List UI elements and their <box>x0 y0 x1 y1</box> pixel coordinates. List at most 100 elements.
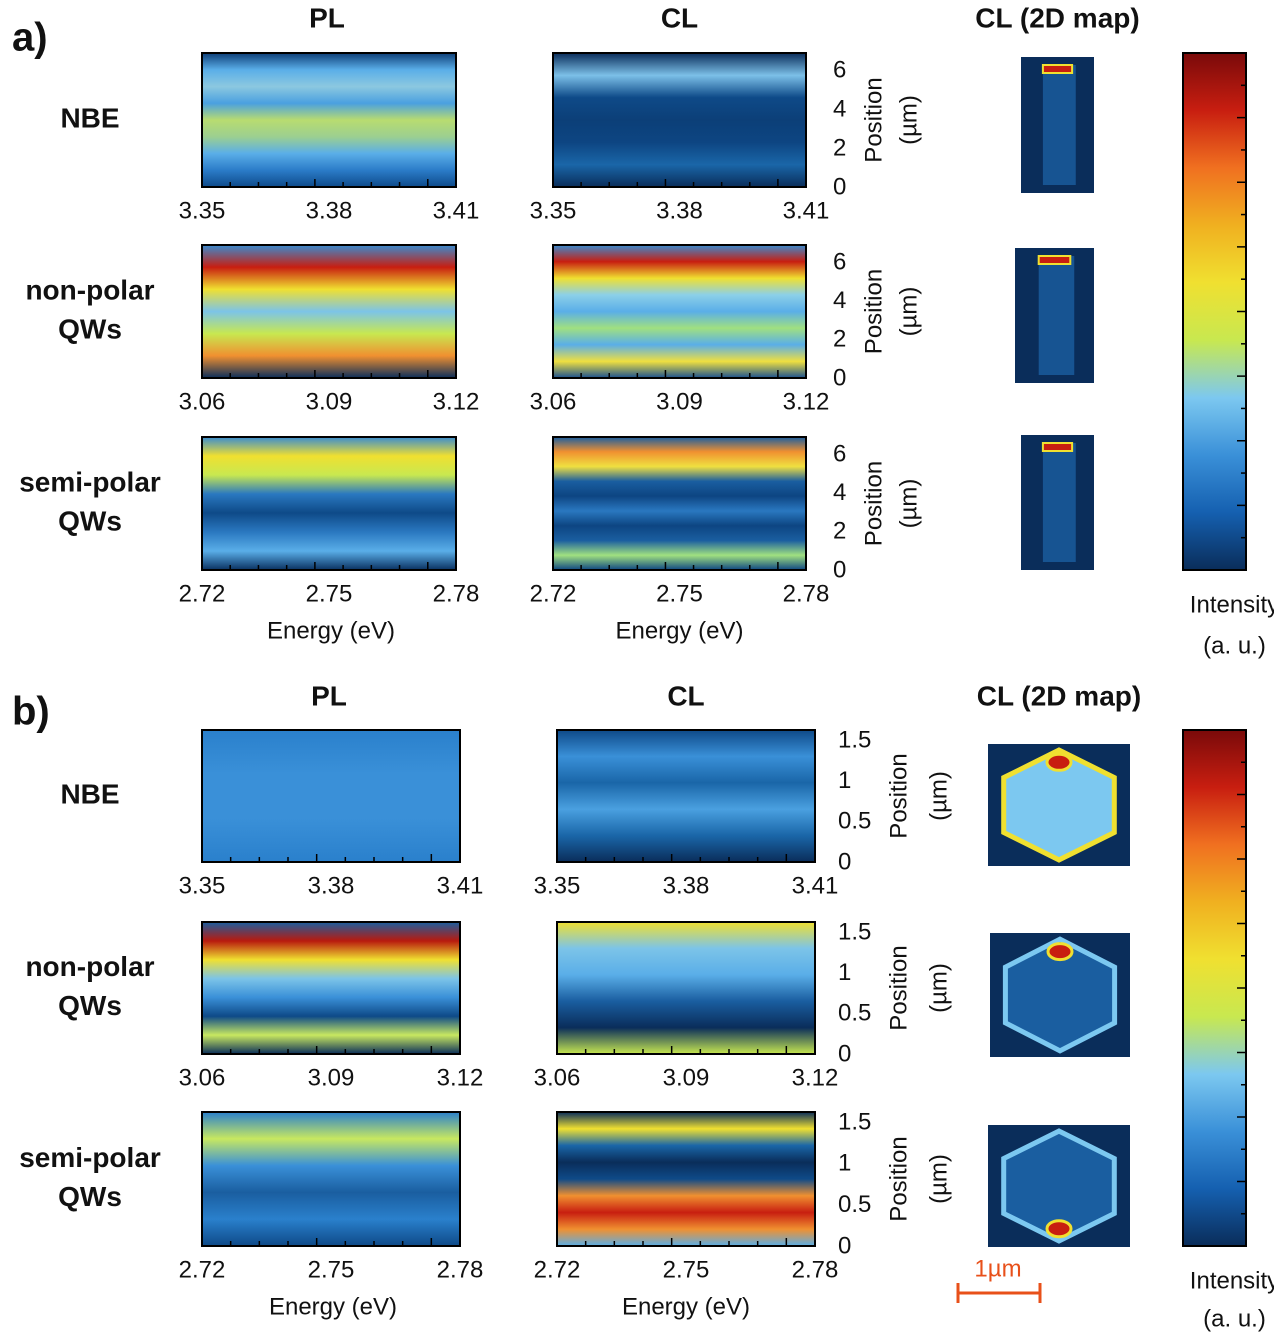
energy-tick-label: 2.78 <box>783 580 830 607</box>
energy-tick-label: 3.35 <box>179 197 226 224</box>
position-tick-label: 0.5 <box>838 1191 871 1218</box>
scale-bar-label: 1µm <box>974 1255 1021 1282</box>
colorbar <box>1183 730 1246 1246</box>
energy-tick-label: 2.72 <box>534 1256 581 1283</box>
position-tick-label: 1 <box>838 959 851 986</box>
map-feature <box>1043 65 1072 73</box>
position-axis-label: Position <box>885 753 912 838</box>
position-tick-label: 1.5 <box>838 1108 871 1135</box>
pl-image <box>202 245 456 378</box>
energy-tick-label: 3.09 <box>656 388 703 415</box>
map-feature <box>1039 256 1075 375</box>
energy-axis-label: Energy (eV) <box>267 617 395 644</box>
column-title: PL <box>311 680 347 711</box>
position-tick-label: 4 <box>833 95 846 122</box>
energy-tick-label: 3.38 <box>656 197 703 224</box>
panel-label: b) <box>12 690 50 734</box>
energy-tick-label: 2.72 <box>530 580 577 607</box>
position-tick-label: 4 <box>833 479 846 506</box>
energy-tick-label: 3.06 <box>530 388 577 415</box>
position-tick-label: 0 <box>833 364 846 391</box>
pl-image <box>202 1112 460 1246</box>
energy-tick-label: 3.12 <box>792 1064 839 1091</box>
energy-tick-label: 3.09 <box>306 388 353 415</box>
energy-axis-label: Energy (eV) <box>615 617 743 644</box>
energy-tick-label: 3.41 <box>792 872 839 899</box>
position-axis-label: Position <box>885 1136 912 1221</box>
position-axis-label: Position <box>885 945 912 1030</box>
column-title: CL <box>667 680 704 711</box>
cl-image <box>557 922 815 1054</box>
map-feature <box>1047 754 1071 770</box>
position-tick-label: 1.5 <box>838 918 871 945</box>
cl-image <box>553 437 806 570</box>
energy-tick-label: 2.75 <box>656 580 703 607</box>
map-feature <box>1043 443 1072 451</box>
row-label: QWs <box>58 505 122 536</box>
colorbar-label: (a. u.) <box>1203 632 1266 659</box>
position-tick-label: 1 <box>838 1150 851 1177</box>
position-tick-label: 1 <box>838 767 851 794</box>
row-label: QWs <box>58 990 122 1021</box>
map-feature <box>1043 65 1076 185</box>
energy-tick-label: 3.38 <box>663 872 710 899</box>
energy-tick-label: 2.75 <box>663 1256 710 1283</box>
energy-tick-label: 3.35 <box>534 872 581 899</box>
energy-tick-label: 3.06 <box>179 388 226 415</box>
position-tick-label: 0.5 <box>838 808 871 835</box>
energy-tick-label: 3.12 <box>437 1064 484 1091</box>
position-axis-label: (µm) <box>925 963 952 1013</box>
energy-tick-label: 3.41 <box>437 872 484 899</box>
row-label: non-polar <box>25 951 154 982</box>
pl-image <box>202 53 456 187</box>
energy-tick-label: 3.41 <box>783 197 830 224</box>
energy-tick-label: 3.12 <box>433 388 480 415</box>
position-tick-label: 6 <box>833 248 846 275</box>
energy-tick-label: 2.72 <box>179 1256 226 1283</box>
map-feature <box>1048 944 1072 960</box>
position-axis-label: Position <box>860 461 887 546</box>
colorbar-label: Intensity <box>1190 1267 1274 1294</box>
energy-tick-label: 2.78 <box>437 1256 484 1283</box>
position-tick-label: 0 <box>838 1040 851 1067</box>
position-axis-label: (µm) <box>925 771 952 821</box>
colorbar-label: Intensity <box>1190 591 1274 618</box>
position-tick-label: 2 <box>833 518 846 545</box>
position-tick-label: 0.5 <box>838 1000 871 1027</box>
pl-image <box>202 437 456 570</box>
position-tick-label: 0 <box>838 848 851 875</box>
position-tick-label: 1.5 <box>838 726 871 753</box>
colorbar-label: (a. u.) <box>1203 1305 1266 1332</box>
pl-image <box>202 922 460 1054</box>
energy-tick-label: 3.35 <box>179 872 226 899</box>
row-label: non-polar <box>25 274 154 305</box>
energy-tick-label: 3.38 <box>306 197 353 224</box>
map-feature <box>1047 1221 1071 1237</box>
energy-tick-label: 3.06 <box>534 1064 581 1091</box>
cl-image <box>553 53 806 187</box>
energy-tick-label: 2.72 <box>179 580 226 607</box>
position-axis-label: (µm) <box>925 1154 952 1204</box>
energy-tick-label: 3.06 <box>179 1064 226 1091</box>
position-axis-label: Position <box>860 77 887 162</box>
cl-image <box>557 1112 815 1246</box>
position-tick-label: 4 <box>833 287 846 314</box>
row-label: QWs <box>58 1181 122 1212</box>
position-tick-label: 0 <box>833 556 846 583</box>
energy-tick-label: 3.09 <box>663 1064 710 1091</box>
energy-tick-label: 3.35 <box>530 197 577 224</box>
energy-tick-label: 3.38 <box>308 872 355 899</box>
position-tick-label: 0 <box>838 1232 851 1259</box>
position-axis-label: (µm) <box>895 287 922 337</box>
energy-tick-label: 3.09 <box>308 1064 355 1091</box>
cl-image <box>553 245 806 378</box>
cl-image <box>557 730 815 862</box>
panel-label: a) <box>12 16 48 60</box>
figure: a)PLCLCL (2D map)NBE3.353.383.413.353.38… <box>0 0 1274 1335</box>
position-tick-label: 6 <box>833 56 846 83</box>
position-tick-label: 2 <box>833 326 846 353</box>
position-axis-label: (µm) <box>895 95 922 145</box>
column-title: PL <box>309 2 345 33</box>
column-title: CL (2D map) <box>977 680 1141 711</box>
position-axis-label: Position <box>860 269 887 354</box>
